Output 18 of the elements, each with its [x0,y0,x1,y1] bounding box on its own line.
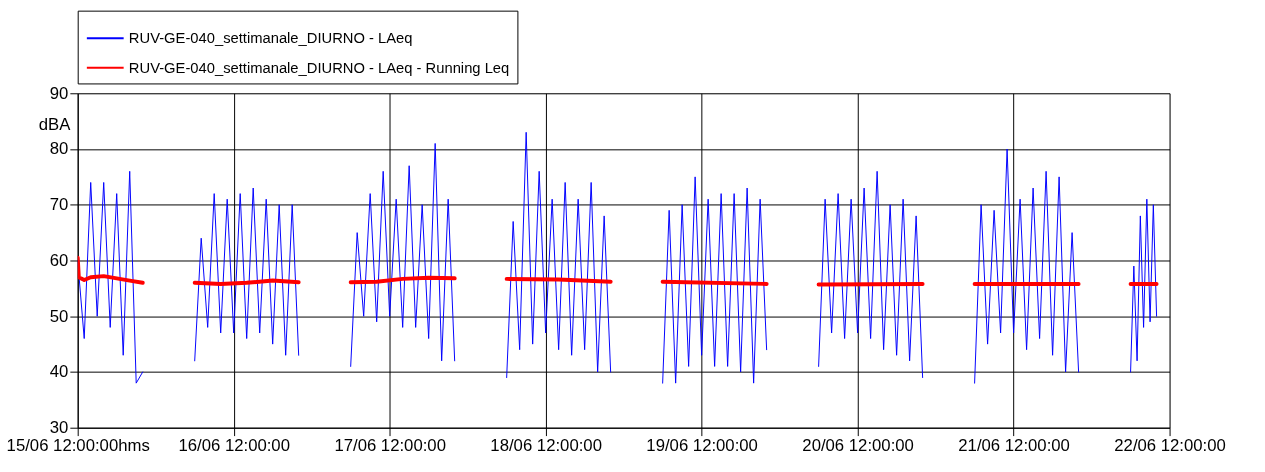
y-tick-label: 40 [49,362,69,382]
y-axis-title: dBA [38,115,72,135]
legend-label: RUV-GE-040_settimanale_DIURNO - LAeq [128,30,413,47]
x-tick-label: 16/06 12:00:00 [178,435,290,455]
y-tick-label: 70 [49,195,69,215]
y-tick-label: 90 [49,83,69,103]
x-tick-label: 18/06 12:00:00 [490,435,602,455]
y-tick-label: 60 [49,250,69,270]
y-tick-label: 80 [49,139,69,159]
legend-label: RUV-GE-040_settimanale_DIURNO - LAeq - Running Leq [128,59,510,76]
x-tick-label: 15/06 12:00:00hms [6,435,150,455]
x-tick-label: 19/06 12:00:00 [646,435,758,455]
x-tick-label: 17/06 12:00:00 [334,435,446,455]
x-tick-label: 21/06 12:00:00 [958,435,1070,455]
x-tick-label: 22/06 12:00:00 [1114,435,1226,455]
y-tick-label: 30 [49,418,69,438]
y-tick-label: 50 [49,306,69,326]
x-tick-label: 20/06 12:00:00 [802,435,914,455]
